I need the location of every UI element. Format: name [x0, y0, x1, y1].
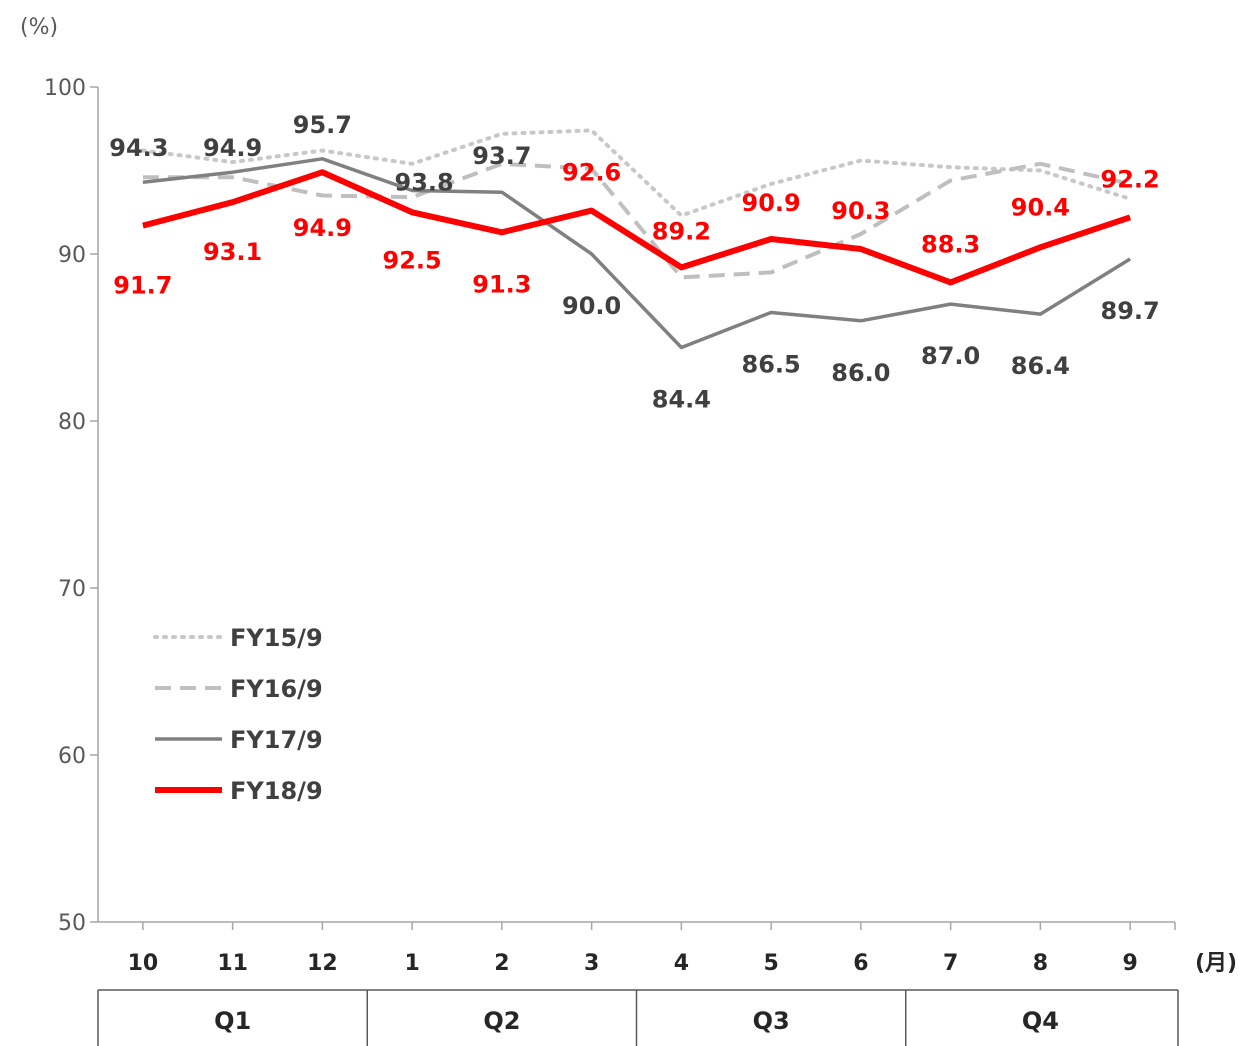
x-tick-labels: 10 11 12 1 2 3 4 5 6 7 8 9	[128, 951, 1138, 976]
quarter-label: Q4	[1022, 1007, 1059, 1035]
x-tick-label: 10	[128, 951, 159, 976]
data-label-fy17: 93.7	[472, 142, 531, 170]
y-tick-label: 100	[44, 76, 86, 101]
x-tick-label: 6	[853, 951, 868, 976]
data-label-fy18: 90.9	[742, 189, 801, 217]
data-label-fy17: 94.3	[109, 134, 168, 162]
series-lines	[140, 128, 1133, 350]
data-labels: 94.3 94.9 95.7 93.8 93.7 90.0 84.4 86.5 86.0 87.0…	[109, 111, 1159, 414]
quarter-table: Q1 Q2 Q3 Q4	[97, 989, 1179, 1046]
x-tick-label: 5	[763, 951, 778, 976]
data-label-fy17: 94.9	[203, 134, 262, 162]
legend-entry: FY15/9	[230, 624, 323, 652]
legend-entry: FY17/9	[230, 726, 323, 754]
y-tick-label: 90	[58, 243, 86, 268]
x-tick-label: 2	[494, 951, 509, 976]
data-label-fy17: 86.0	[831, 359, 890, 387]
data-label-fy17: 86.4	[1011, 352, 1070, 380]
x-axis-unit: (月)	[1195, 951, 1237, 976]
legend-entry: FY18/9	[230, 777, 323, 805]
legend: FY15/9 FY16/9 FY17/9 FY18/9	[153, 624, 323, 805]
data-label-fy18: 91.3	[472, 270, 531, 298]
quarter-label: Q1	[214, 1007, 251, 1035]
data-label-fy17: 95.7	[293, 111, 352, 139]
y-tick-label: 80	[58, 410, 86, 435]
data-label-fy18: 89.2	[652, 217, 711, 245]
quarter-label: Q2	[483, 1007, 520, 1035]
series-line-fy16-9	[142, 161, 1131, 280]
series-line-fy15-9	[140, 128, 1133, 218]
data-label-fy17: 89.7	[1101, 297, 1160, 325]
x-tick-label: 12	[307, 951, 338, 976]
series-line-fy17-9	[142, 157, 1132, 350]
quarter-label: Q3	[753, 1007, 790, 1035]
y-tick-labels: 50 60 70 80 90 100	[44, 76, 86, 936]
x-tick-label: 9	[1122, 951, 1137, 976]
data-label-fy17: 90.0	[562, 292, 621, 320]
data-label-fy18: 91.7	[113, 272, 172, 300]
y-tick-label: 50	[58, 911, 86, 936]
y-axis-unit: (%)	[20, 15, 58, 40]
data-label-fy17: 84.4	[652, 386, 711, 414]
y-tick-label: 60	[58, 744, 86, 769]
data-label-fy18: 93.1	[203, 238, 262, 266]
x-tick-label: 1	[404, 951, 419, 976]
data-label-fy17: 86.5	[742, 350, 801, 378]
y-tick-label: 70	[58, 577, 86, 602]
data-label-fy18: 90.4	[1011, 193, 1070, 221]
data-label-fy17: 93.8	[395, 169, 454, 197]
series-line-fy18-9	[142, 169, 1132, 286]
x-tick-label: 11	[217, 951, 248, 976]
legend-entry: FY16/9	[230, 675, 323, 703]
data-label-fy18: 92.5	[383, 246, 442, 274]
x-tick-label: 7	[943, 951, 958, 976]
data-label-fy18: 90.3	[831, 197, 890, 225]
data-label-fy17: 87.0	[921, 342, 980, 370]
data-label-fy18: 92.2	[1101, 165, 1160, 193]
data-label-fy18: 88.3	[921, 230, 980, 258]
data-label-fy18: 94.9	[293, 214, 352, 242]
x-tick-label: 8	[1033, 951, 1048, 976]
axes	[90, 86, 1176, 930]
data-label-fy18: 92.6	[562, 159, 621, 187]
x-tick-label: 4	[674, 951, 689, 976]
x-tick-label: 3	[584, 951, 599, 976]
